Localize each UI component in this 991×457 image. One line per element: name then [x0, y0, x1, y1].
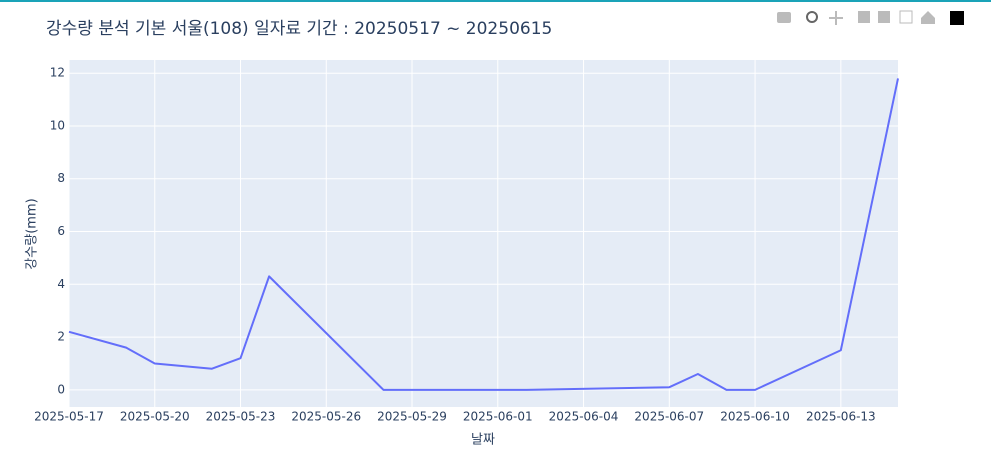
x-tick-label: 2025-06-07 — [634, 410, 704, 424]
plotly-logo[interactable] — [950, 11, 964, 25]
x-tick-label: 2025-05-17 — [34, 410, 104, 424]
plot-area — [69, 60, 898, 407]
top-border — [0, 0, 991, 2]
y-tick-label: 6 — [57, 224, 65, 238]
toolbar[interactable] — [777, 10, 964, 25]
x-axis-title: 날짜 — [471, 433, 495, 448]
y-tick-label: 12 — [50, 66, 65, 80]
x-tick-label: 2025-06-04 — [549, 410, 619, 424]
x-tick-label: 2025-05-26 — [291, 410, 361, 424]
y-tick-label: 10 — [50, 118, 65, 132]
y-tick-label: 4 — [57, 277, 65, 291]
y-tick-label: 2 — [57, 330, 65, 344]
zoom-in-icon[interactable] — [858, 11, 870, 23]
line — [68, 78, 899, 391]
x-tick-label: 2025-06-13 — [806, 410, 876, 424]
camera-icon[interactable] — [777, 12, 791, 23]
x-tick-label: 2025-06-01 — [463, 410, 533, 424]
reset-icon[interactable] — [921, 11, 935, 24]
zoom-out-icon[interactable] — [878, 11, 890, 23]
autoscale-icon[interactable] — [899, 10, 913, 24]
y-tick-label: 8 — [57, 171, 65, 185]
zoom-icon[interactable] — [806, 11, 818, 23]
x-tick-label: 2025-05-20 — [120, 410, 190, 424]
x-tick-label: 2025-05-29 — [377, 410, 447, 424]
y-axis-title: 강수량(mm) — [25, 198, 40, 269]
chart-title: 강수량 분석 기본 서울(108) 일자료 기간 : 20250517 ~ 20… — [46, 19, 552, 39]
y-tick-label: 0 — [57, 382, 65, 396]
x-tick-label: 2025-06-10 — [720, 410, 790, 424]
pan-icon[interactable] — [829, 11, 843, 25]
x-tick-label: 2025-05-23 — [206, 410, 276, 424]
